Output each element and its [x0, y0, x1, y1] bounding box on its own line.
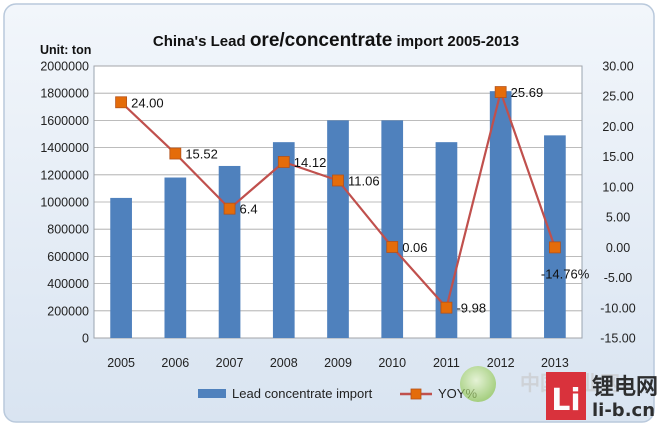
bar [164, 177, 187, 338]
left-axis-tick-label: 600000 [47, 250, 89, 264]
yoy-data-label: 11.06 [348, 173, 380, 188]
x-axis-tick-label: 2011 [433, 356, 460, 370]
right-axis-tick-label: 5.00 [606, 211, 630, 225]
legend-swatch-bar [198, 389, 226, 398]
yoy-data-label: 15.52 [185, 147, 218, 162]
left-axis-tick-label: 400000 [47, 277, 89, 291]
right-axis-tick-label: 30.00 [602, 60, 633, 74]
x-axis-tick-label: 2007 [216, 356, 244, 370]
right-axis-tick-label: 15.00 [602, 150, 633, 164]
chart-title-prefix: China's Lead [153, 33, 250, 50]
legend-label-bar: Lead concentrate import [232, 386, 373, 401]
legend-swatch-marker [410, 388, 422, 400]
bar [489, 91, 512, 338]
line-markers [115, 86, 561, 314]
x-axis-tick-label: 2012 [487, 356, 515, 370]
left-axis-tick-label: 1200000 [40, 168, 89, 182]
right-axis-tick-label: 20.00 [602, 120, 633, 134]
right-axis-ticks: -15.00 -10.00 -5.00 0.00 5.00 10.00 15.00 20.00… [600, 60, 635, 346]
left-axis-ticks: 0 200000 400000 600000 800000 1000000 1200000 1… [40, 60, 89, 346]
yoy-data-label: 25.69 [511, 85, 544, 100]
x-axis-tick-label: 2008 [270, 356, 298, 370]
bar [218, 165, 241, 338]
chart-title-suffix: import 2005-2013 [392, 33, 519, 50]
yoy-marker [494, 86, 507, 98]
yoy-marker [332, 174, 344, 187]
x-axis-tick-label: 2010 [378, 356, 406, 370]
x-axis-ticks: 2005 2006 2007 2008 2009 2010 2011 2012 2013 [107, 356, 569, 370]
x-axis-tick-label: 2006 [161, 356, 189, 370]
chart-title-emph: ore/concentrate [250, 30, 393, 51]
x-axis-tick-label: 2005 [107, 356, 135, 370]
yoy-marker [440, 301, 453, 314]
right-axis-tick-label: 25.00 [602, 90, 633, 104]
yoy-data-label: 6.4 [240, 202, 258, 217]
right-axis-tick-label: -15.00 [600, 332, 635, 346]
right-axis-tick-label: -10.00 [600, 301, 635, 315]
right-axis-tick-label: 10.00 [602, 180, 633, 194]
bar [110, 197, 132, 338]
left-axis-tick-label: 1600000 [40, 114, 89, 128]
right-axis-tick-label: 0.00 [606, 241, 630, 255]
x-axis-tick-label: 2013 [541, 356, 569, 370]
left-axis-tick-label: 2000000 [40, 60, 89, 74]
yoy-data-label: 0.06 [402, 240, 427, 255]
watermark-brand-text: 锂电网 [592, 374, 658, 400]
x-axis-tick-label: 2009 [324, 356, 352, 370]
yoy-data-label: 24.00 [131, 95, 164, 110]
left-axis-tick-label: 800000 [47, 223, 89, 237]
yoy-marker [169, 147, 182, 160]
yoy-data-label: -9.98 [456, 301, 486, 316]
yoy-marker [223, 202, 236, 215]
yoy-data-label: 14.12 [294, 155, 327, 170]
bar [381, 120, 404, 339]
left-axis-tick-label: 200000 [47, 304, 89, 318]
left-axis-tick-label: 0 [82, 332, 89, 346]
bar-series [110, 91, 566, 339]
watermark: 中国行业网 Li 锂电网 li-b.cn [460, 366, 658, 421]
chart-title: China's Lead ore/concentrate import 2005… [153, 30, 519, 51]
unit-label: Unit: ton [40, 43, 91, 57]
watermark-globe-icon [460, 366, 496, 402]
watermark-domain-text: li-b.cn [592, 400, 655, 421]
yoy-marker [386, 241, 399, 253]
right-axis-tick-label: -5.00 [604, 271, 633, 285]
left-axis-tick-label: 1000000 [40, 196, 89, 210]
watermark-logo-letters: Li [551, 383, 580, 418]
yoy-data-label: -14.76% [541, 266, 590, 281]
watermark-logo-badge [546, 372, 586, 420]
yoy-marker [548, 241, 561, 254]
bar [327, 120, 349, 339]
yoy-marker [277, 156, 290, 168]
bar [272, 142, 295, 338]
yoy-marker [115, 96, 128, 109]
left-axis-tick-label: 1400000 [40, 141, 89, 155]
data-labels: 24.00 15.52 6.4 14.12 11.06 0.06 -9.98 25.69 -14… [131, 85, 590, 316]
left-axis-tick-label: 1800000 [40, 87, 89, 101]
bar [544, 135, 566, 338]
